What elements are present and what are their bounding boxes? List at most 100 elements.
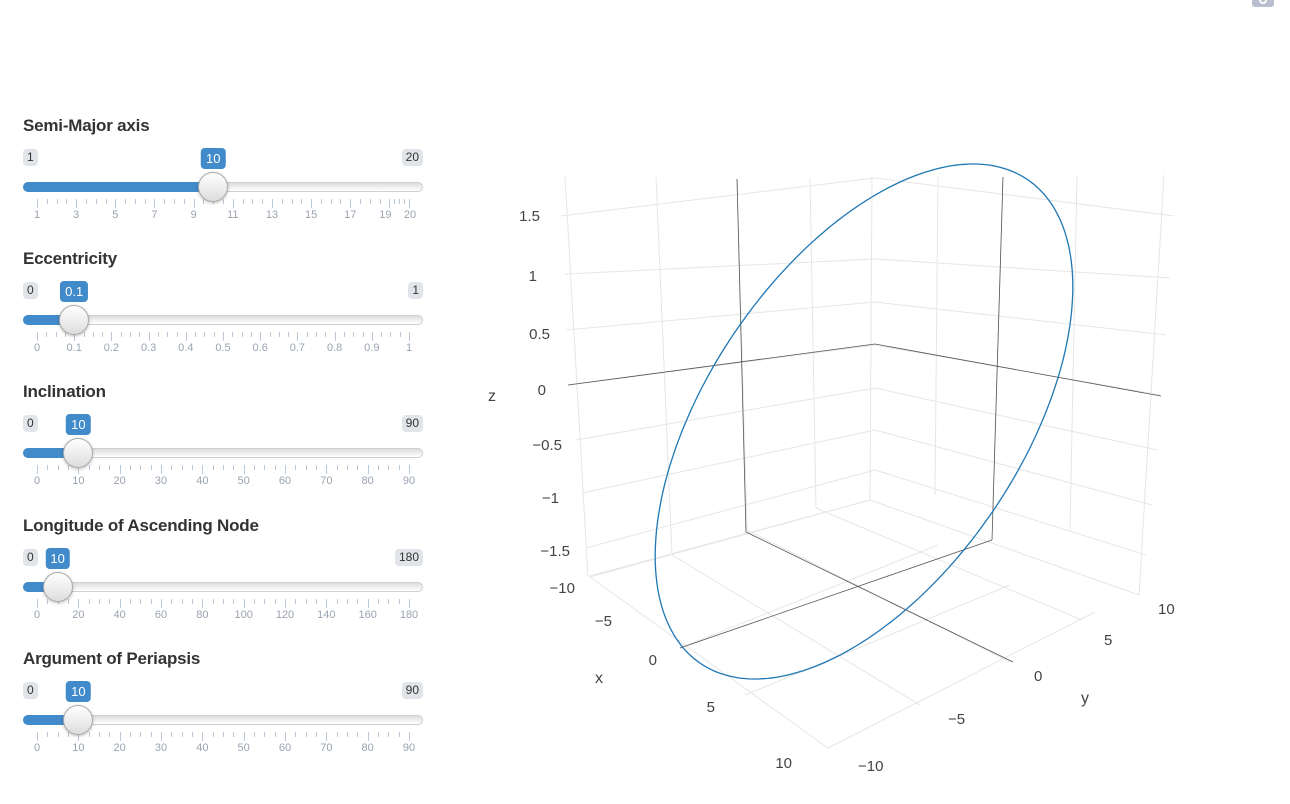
- slider-current-value: 10: [66, 681, 91, 702]
- slider-handle[interactable]: [63, 438, 94, 468]
- grid-line: [815, 507, 1083, 621]
- slider-current-value: 0.1: [60, 281, 89, 302]
- grid-line: [1069, 176, 1078, 531]
- slider-tick: [269, 332, 271, 337]
- slider-tick: [343, 332, 345, 337]
- slider-tick: [409, 199, 410, 208]
- slider-tick: [367, 599, 369, 608]
- grid-line: [874, 429, 1153, 506]
- slider-tick: [212, 465, 214, 470]
- slider-tick: [274, 599, 276, 604]
- slider-fill: [23, 182, 214, 192]
- slider-tick: [388, 465, 390, 470]
- slider-tick: [185, 332, 187, 341]
- slider-tick: [109, 599, 111, 604]
- slider-tick: [85, 199, 87, 204]
- slider-tick: [347, 732, 348, 737]
- slider-fill: [23, 448, 79, 458]
- slider-handle[interactable]: [59, 305, 90, 335]
- slider-grid-label: 15: [304, 209, 318, 221]
- slider-current-value: 10: [45, 548, 70, 569]
- grid-line: [827, 611, 1096, 749]
- slider-tick: [109, 732, 111, 737]
- slider-tick: [130, 465, 131, 470]
- slider-tick: [171, 465, 173, 470]
- slider-tick: [367, 732, 369, 741]
- slider-tick: [130, 332, 131, 337]
- slider-tick: [398, 732, 400, 737]
- slider-tick: [285, 465, 286, 474]
- axis-line: [736, 178, 747, 533]
- grid-line: [934, 176, 939, 496]
- slider-tick: [150, 732, 152, 737]
- slider-tick: [66, 199, 68, 204]
- slider-tick: [171, 599, 173, 604]
- slider-tick: [357, 732, 359, 737]
- slider-tick: [316, 465, 317, 470]
- slider-grid-label: 0.4: [178, 342, 194, 354]
- slider-longitude-ascending-node[interactable]: Longitude of Ascending Node 0 180 0 20 40 60 80…: [23, 516, 423, 636]
- z-tick-label: 1: [529, 268, 537, 285]
- slider-fill: [23, 582, 58, 592]
- slider-handle[interactable]: [42, 572, 73, 602]
- slider-grid-label: 20: [113, 742, 126, 754]
- slider-handle[interactable]: [198, 172, 229, 202]
- slider-grid-label: 1: [405, 342, 413, 354]
- slider-tick: [74, 332, 76, 341]
- x-axis-ticks: −10 −5 0 5 10: [550, 580, 792, 772]
- slider-inclination[interactable]: Inclination 0 90 0 10 20 30 40 50 60 70 80 90 10: [23, 382, 423, 502]
- slider-tick: [390, 332, 392, 337]
- slider-grid-label: 0: [33, 475, 41, 487]
- grid-line: [869, 176, 873, 501]
- slider-tick: [311, 199, 313, 208]
- slider-grid-label: 160: [358, 609, 377, 621]
- slider-tick: [109, 465, 111, 470]
- slider-handle[interactable]: [63, 705, 94, 735]
- slider-tick: [195, 332, 197, 337]
- slider-tick: [362, 332, 364, 337]
- slider-tick: [336, 465, 338, 470]
- slider-tick: [242, 199, 244, 204]
- slider-tick: [262, 199, 264, 204]
- slider-tick: [204, 332, 206, 337]
- slider-tick: [203, 199, 205, 204]
- slider-max-label: 1: [408, 282, 423, 299]
- orbit-trace: [654, 163, 1074, 680]
- slider-tick: [76, 199, 78, 208]
- slider-current-value: 10: [200, 148, 226, 169]
- slider-tick: [369, 199, 371, 204]
- slider-tick: [340, 199, 342, 204]
- slider-grid-label: 0: [33, 742, 41, 754]
- slider-tick: [285, 599, 286, 608]
- slider-grid-label: 19: [379, 209, 392, 221]
- slider-tick: [389, 199, 391, 208]
- grid-line: [564, 176, 589, 578]
- slider-tick: [167, 332, 169, 337]
- slider-tick: [334, 332, 336, 341]
- slider-grid-label: 0: [33, 342, 41, 354]
- slider-tick: [404, 199, 406, 204]
- slider-argument-periapsis[interactable]: Argument of Periapsis 0 90 0 10 20 30 40 50 60 70 8…: [23, 649, 423, 769]
- axis-line: [567, 343, 876, 386]
- slider-tick: [99, 465, 100, 470]
- slider-tick: [88, 465, 90, 470]
- slider-tick: [398, 465, 400, 470]
- slider-tick: [64, 332, 66, 337]
- slider-grid-label: 10: [72, 742, 85, 754]
- slider-tick: [150, 465, 152, 470]
- slider-tick: [223, 199, 224, 204]
- grid-line: [869, 499, 1140, 596]
- slider-tick: [243, 732, 245, 741]
- slider-tick: [371, 332, 373, 341]
- slider-grid-label: 50: [237, 475, 250, 487]
- slider-eccentricity[interactable]: Eccentricity 0 1 0 0.1 0.2 0.3 0.4 0.5 0.6 0.7 0.8 0…: [23, 249, 423, 369]
- grid-line: [1138, 174, 1165, 596]
- slider-tick: [271, 199, 273, 208]
- grid-line: [874, 387, 1158, 451]
- z-tick-label: 0: [538, 382, 546, 399]
- slider-semi-major-axis[interactable]: Semi-Major axis 1 20 1 3 5 7 9 11 13 15 17 19 20 10: [23, 116, 423, 236]
- slider-tick: [409, 332, 410, 341]
- slider-grid-label: 30: [154, 475, 168, 487]
- camera-icon[interactable]: [1252, 0, 1274, 7]
